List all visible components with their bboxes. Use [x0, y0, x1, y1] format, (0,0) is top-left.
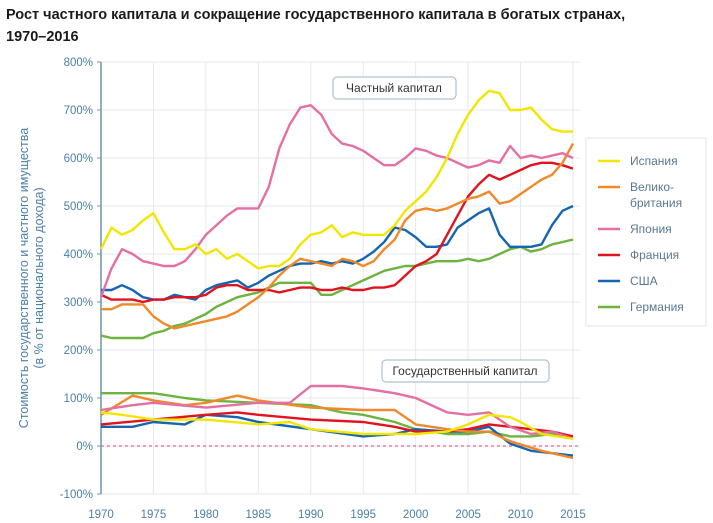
y-axis-ticks: -100% 0% 100% 200% 300% 400% 500% 600% 700% 800% [60, 57, 101, 501]
chart-title: Рост частного капитала и сокращение госу… [6, 4, 706, 48]
public-line-3 [100, 411, 574, 438]
annotation-private-text: Частный капитал [346, 81, 442, 95]
legend-item: Испания [598, 154, 678, 168]
y-tick-label: 200% [64, 345, 93, 357]
y-tick-label: 800% [64, 57, 93, 69]
x-tick-label: 1980 [193, 509, 219, 521]
annotation-public: Государственный капитал [381, 359, 550, 383]
y-axis-label: Стоимость государственного и частного им… [17, 128, 46, 428]
title-line-1: Рост частного капитала и сокращение госу… [6, 7, 626, 23]
x-tick-label: 1985 [246, 509, 272, 521]
private-line-1 [101, 143, 575, 330]
legend-label: США [630, 274, 658, 288]
x-tick-label: 2015 [560, 509, 586, 521]
legend: Испания Велико-британия Япония Франция США Ге… [585, 137, 707, 327]
legend-label: британия [630, 196, 682, 210]
y-tick-label: 0% [76, 441, 93, 453]
y-tick-label: 700% [64, 105, 93, 117]
legend-label: Испания [630, 154, 678, 168]
x-tick-label: 2000 [403, 509, 429, 521]
x-tick-label: 1995 [350, 509, 376, 521]
x-tick-label: 1990 [298, 509, 324, 521]
legend-item: Франция [598, 248, 679, 262]
annotation-private: Частный капитал [332, 76, 457, 100]
x-axis-ticks: 1970 1975 1980 1985 1990 1995 2000 2005 2010 2015 [88, 509, 586, 521]
grid [100, 61, 580, 495]
private-line-2 [99, 103, 574, 298]
x-tick-label: 1975 [141, 509, 167, 521]
private-line-3 [100, 161, 574, 304]
y-tick-label: 500% [64, 201, 93, 213]
public-line-0 [100, 411, 574, 440]
x-tick-label: 2005 [455, 509, 481, 521]
legend-label: Германия [630, 300, 684, 314]
title-line-2: 1970–2016 [6, 29, 79, 45]
private-line-5 [100, 238, 574, 340]
annotation-public-text: Государственный капитал [392, 364, 537, 378]
legend-item: США [598, 274, 658, 288]
public-line-5 [101, 392, 574, 438]
x-tick-label: 1970 [88, 509, 114, 521]
legend-item: Япония [598, 222, 672, 236]
public-line-2 [100, 384, 574, 440]
y-tick-label: 300% [64, 297, 93, 309]
x-tick-label: 2010 [508, 509, 534, 521]
private-line-0 [99, 89, 573, 270]
y-tick-label: 100% [64, 393, 93, 405]
y-tick-label: 600% [64, 153, 93, 165]
y-tick-label: 400% [64, 249, 93, 261]
y-axis-label-line1: Стоимость государственного и частного им… [17, 128, 31, 428]
y-tick-label: -100% [60, 489, 93, 501]
y-axis-label-line2: (в % от национального дохода) [32, 187, 46, 368]
legend-label: Велико- [630, 180, 674, 194]
legend-item: Велико-британия [598, 180, 682, 210]
legend-label: Франция [630, 248, 679, 262]
legend-item: Германия [598, 300, 684, 314]
series-lines [99, 89, 575, 460]
legend-label: Япония [630, 222, 672, 236]
